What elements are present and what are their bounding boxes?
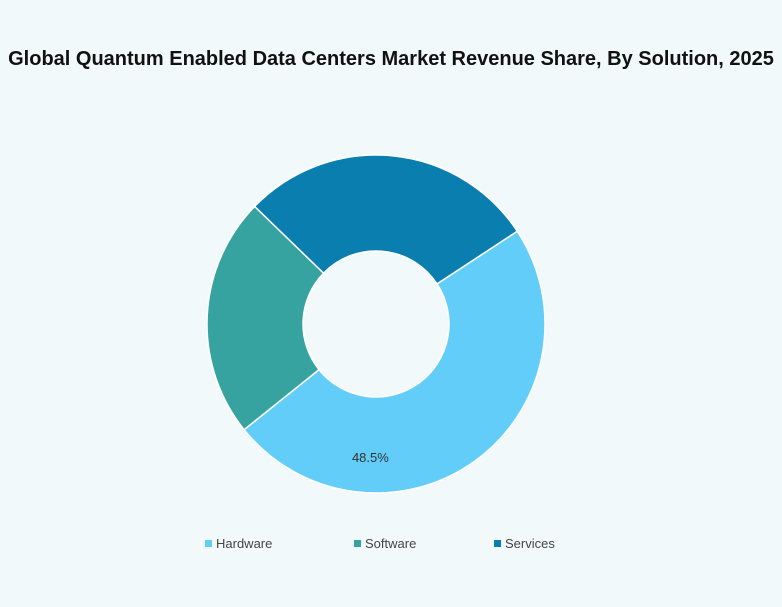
slice-services[interactable] [253, 154, 519, 285]
legend-swatch [205, 540, 212, 547]
legend-label: Software [365, 536, 417, 551]
legend-item-software[interactable]: Software [354, 536, 416, 551]
slice-software[interactable] [206, 205, 325, 431]
legend-label: Hardware [216, 536, 273, 551]
chart-title: Global Quantum Enabled Data Centers Mark… [8, 48, 774, 70]
legend-item-services[interactable]: Services [494, 536, 555, 551]
legend-item-hardware[interactable]: Hardware [205, 536, 272, 551]
legend-swatch [494, 540, 501, 547]
data-label: 48.5% [352, 450, 389, 465]
legend-swatch [354, 540, 361, 547]
slice-hardware[interactable] [243, 230, 546, 494]
legend-label: Services [505, 536, 555, 551]
